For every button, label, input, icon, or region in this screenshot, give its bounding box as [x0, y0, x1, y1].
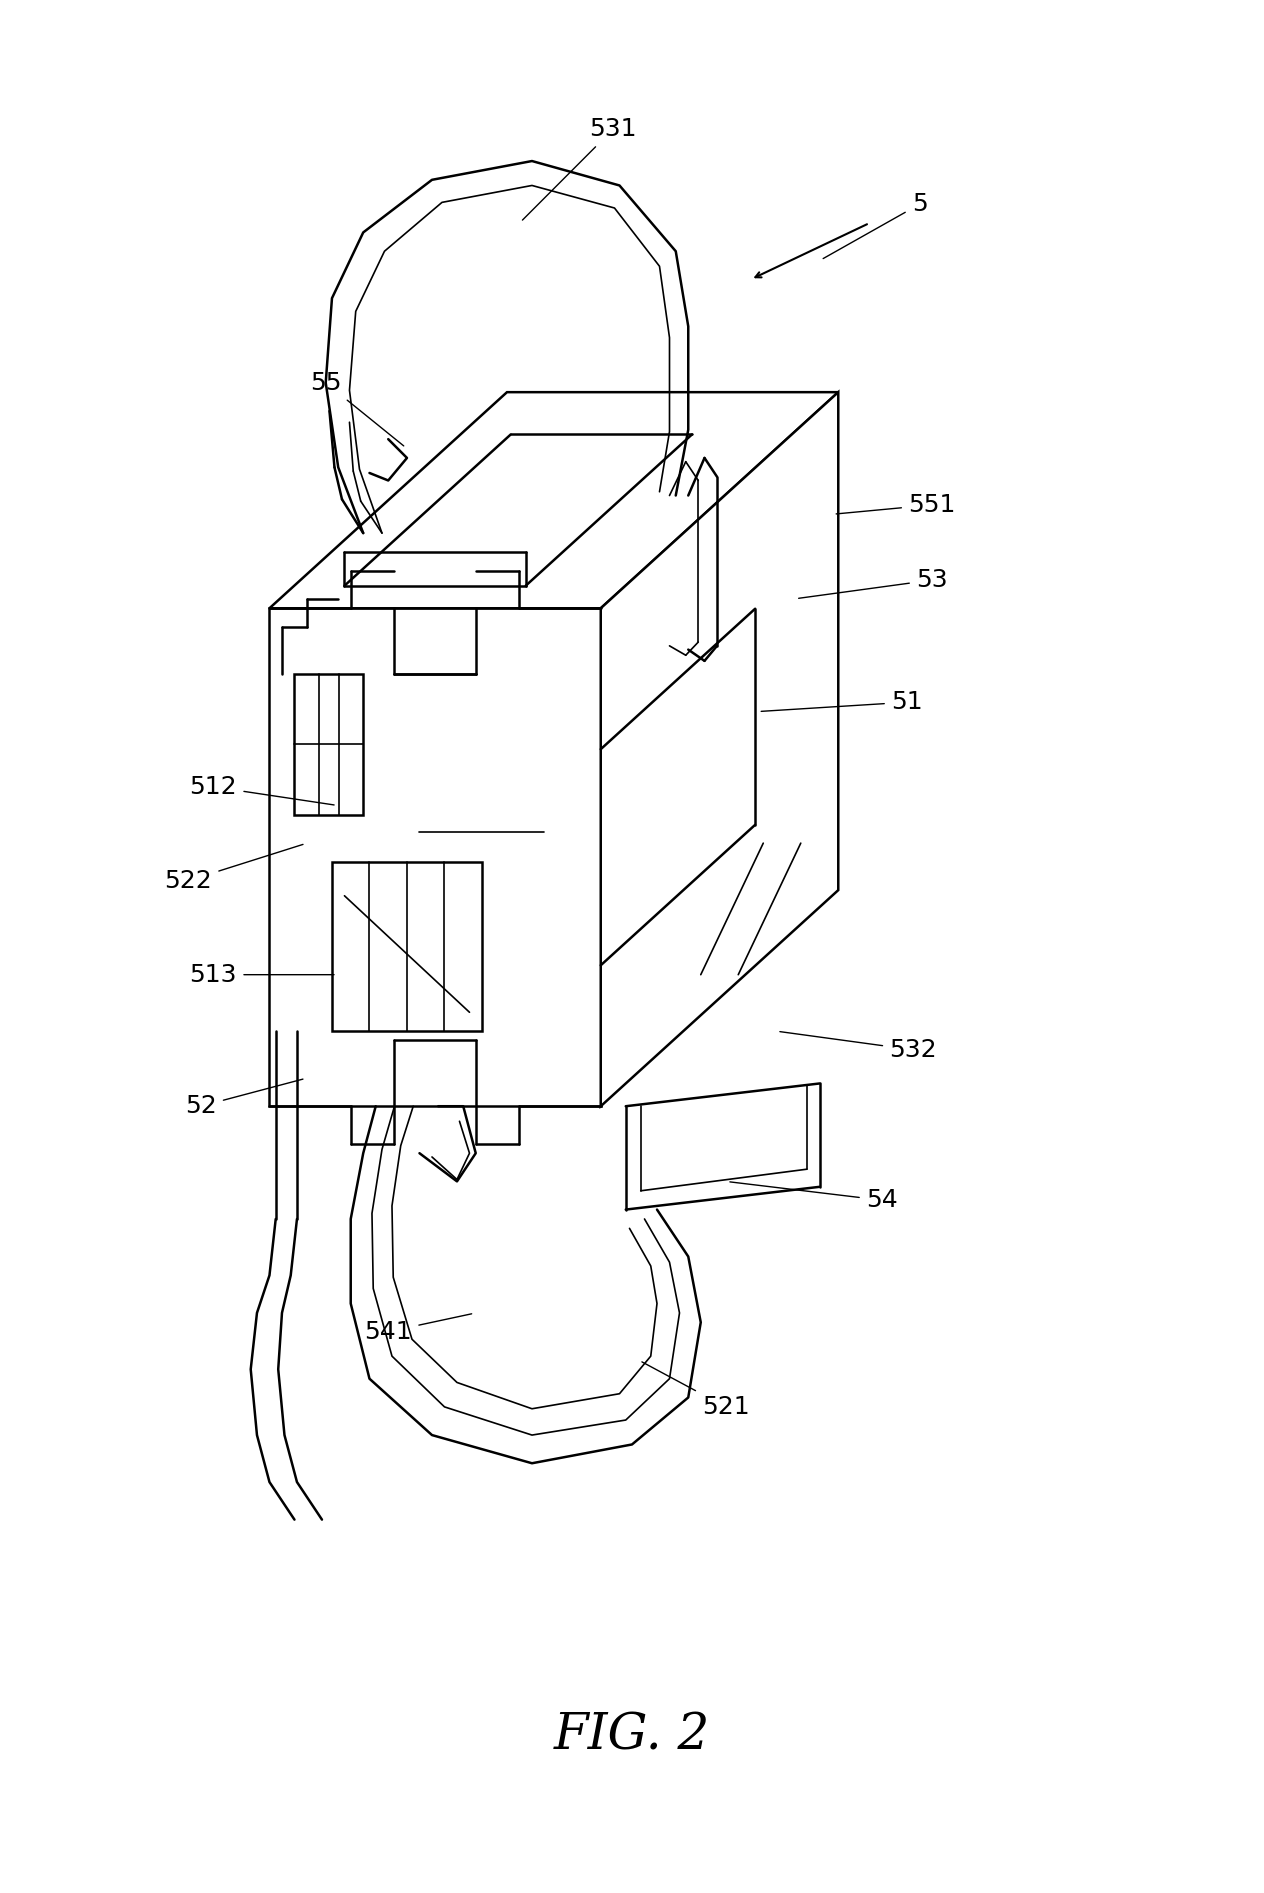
Text: 551: 551 — [837, 492, 956, 517]
Text: 53: 53 — [799, 568, 948, 598]
Text: 512: 512 — [190, 774, 334, 805]
Text: 54: 54 — [729, 1181, 897, 1212]
Text: 55: 55 — [310, 371, 403, 447]
Text: FIG. 2: FIG. 2 — [554, 1711, 710, 1760]
Text: 513: 513 — [190, 964, 334, 986]
Text: 531: 531 — [522, 117, 637, 220]
Text: 541: 541 — [364, 1314, 471, 1344]
Polygon shape — [600, 392, 838, 1106]
Text: 5: 5 — [823, 193, 928, 259]
Text: 51: 51 — [761, 691, 923, 714]
Polygon shape — [332, 861, 482, 1032]
Text: 52: 52 — [185, 1079, 303, 1119]
Polygon shape — [269, 392, 838, 608]
Text: 521: 521 — [642, 1361, 750, 1420]
Text: 532: 532 — [780, 1032, 937, 1062]
Polygon shape — [269, 608, 600, 1106]
Text: 522: 522 — [164, 844, 303, 893]
Polygon shape — [295, 674, 363, 816]
